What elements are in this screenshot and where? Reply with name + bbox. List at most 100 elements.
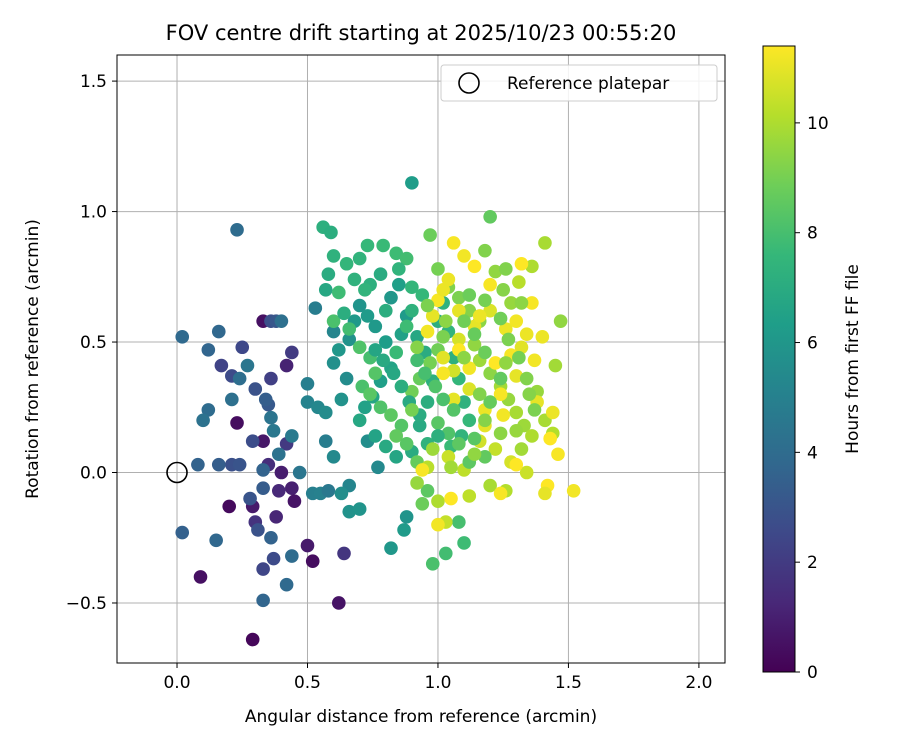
data-point: [462, 489, 477, 503]
data-point: [264, 410, 278, 425]
data-point: [326, 324, 341, 339]
data-point: [472, 309, 487, 323]
data-point: [271, 483, 286, 498]
y-tick-label: 1.5: [80, 72, 107, 92]
data-point: [509, 423, 524, 438]
data-point: [415, 497, 430, 511]
data-point: [527, 353, 542, 368]
data-point: [271, 447, 286, 462]
data-point: [519, 371, 534, 386]
data-point: [384, 541, 398, 555]
data-point: [425, 442, 440, 456]
data-point: [285, 345, 299, 360]
data-point: [211, 324, 226, 339]
data-point: [519, 465, 534, 480]
data-point: [436, 392, 450, 407]
data-point: [462, 413, 477, 428]
data-point: [527, 403, 542, 417]
data-point: [368, 429, 383, 443]
legend-label: Reference platepar: [507, 74, 669, 94]
scatter-points: [175, 176, 581, 647]
data-point: [321, 483, 336, 498]
data-point: [232, 371, 247, 386]
data-point: [483, 395, 497, 409]
data-point: [509, 369, 524, 383]
reference-platepar-marker: [166, 461, 188, 484]
data-point: [264, 371, 278, 386]
data-point: [425, 309, 440, 323]
data-point: [256, 434, 270, 448]
data-point: [332, 343, 346, 357]
data-point: [553, 314, 568, 328]
data-point: [245, 434, 260, 448]
data-point: [285, 481, 299, 495]
data-point: [274, 465, 289, 480]
data-point: [525, 259, 539, 274]
data-point: [352, 502, 367, 516]
data-point: [368, 366, 383, 381]
data-point: [300, 395, 315, 409]
data-point: [467, 337, 482, 352]
data-point: [243, 491, 257, 506]
data-point: [389, 246, 404, 261]
data-point: [305, 554, 320, 569]
data-point: [538, 486, 552, 501]
data-point: [467, 259, 482, 274]
data-point: [431, 429, 445, 443]
data-point: [368, 319, 383, 334]
data-point: [339, 256, 354, 271]
y-tick-label: 0.0: [80, 464, 107, 484]
data-point: [230, 223, 244, 237]
data-point: [457, 395, 471, 409]
colorbar-tick-label: 8: [807, 224, 818, 244]
data-point: [410, 353, 424, 368]
data-point: [548, 358, 563, 373]
data-point: [193, 570, 208, 584]
data-point: [245, 632, 260, 647]
data-point: [399, 510, 414, 524]
chart-title: FOV centre drift starting at 2025/10/23 …: [166, 21, 677, 45]
data-point: [452, 515, 466, 529]
data-point: [462, 303, 477, 318]
plot-area: 0.0 0.5 1.0 1.5 2.0 −0.5 0.0 0.5 1.0 1.5 Angular…: [23, 54, 726, 727]
data-point: [378, 335, 393, 349]
data-point: [399, 319, 414, 334]
data-point: [392, 262, 406, 276]
data-point: [478, 293, 492, 308]
data-point: [360, 309, 375, 323]
data-point: [389, 429, 404, 443]
data-point: [285, 549, 299, 563]
data-point: [342, 322, 357, 336]
data-point: [274, 314, 289, 328]
data-point: [225, 392, 239, 407]
data-point: [240, 358, 255, 373]
data-point: [405, 303, 419, 318]
data-point: [483, 277, 497, 292]
data-point: [538, 236, 552, 250]
data-point: [543, 431, 557, 446]
data-point: [373, 267, 388, 281]
y-axis-label: Rotation from reference (arcmin): [23, 219, 43, 499]
data-point: [300, 376, 315, 391]
colorbar-label: Hours from first FF file: [843, 264, 863, 454]
data-point: [256, 463, 270, 477]
data-point: [441, 426, 456, 441]
data-point: [376, 353, 390, 368]
x-tick-label: 0.5: [294, 673, 321, 693]
data-point: [514, 296, 529, 310]
data-point: [415, 288, 430, 302]
data-point: [452, 437, 466, 451]
data-point: [493, 387, 508, 402]
data-point: [412, 418, 427, 433]
data-point: [462, 361, 477, 375]
data-point: [525, 296, 539, 310]
data-point: [405, 280, 419, 295]
colorbar: 0 2 4 6 8 10 Hours from first FF file: [762, 45, 863, 683]
data-point: [423, 356, 437, 370]
data-point: [436, 366, 450, 381]
data-point: [397, 523, 411, 537]
data-point: [334, 486, 349, 501]
data-point: [332, 596, 346, 610]
data-point: [326, 450, 341, 464]
data-point: [384, 408, 398, 422]
